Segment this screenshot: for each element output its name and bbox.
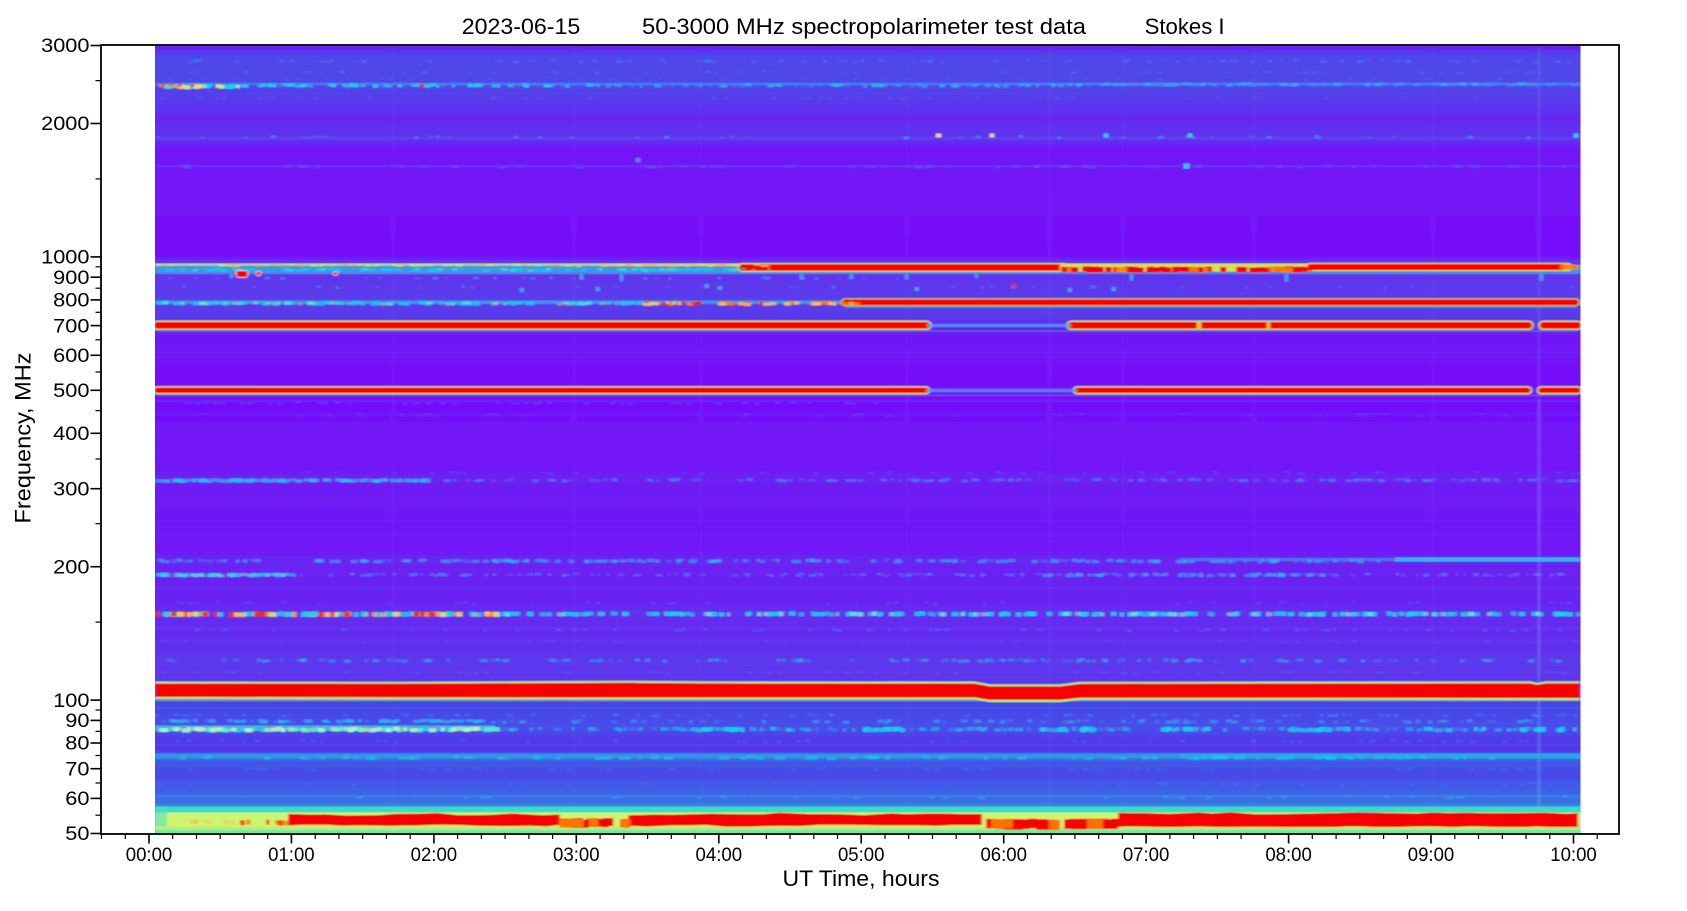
svg-text:08:00: 08:00 <box>1265 845 1312 866</box>
svg-text:800: 800 <box>53 291 89 312</box>
svg-text:900: 900 <box>53 268 89 289</box>
svg-text:1000: 1000 <box>41 248 89 269</box>
svg-text:05:00: 05:00 <box>838 845 885 866</box>
svg-text:400: 400 <box>53 424 89 445</box>
svg-text:70: 70 <box>65 759 89 780</box>
svg-text:500: 500 <box>53 381 89 402</box>
svg-text:600: 600 <box>53 346 89 367</box>
svg-text:3000: 3000 <box>41 36 89 57</box>
svg-text:300: 300 <box>53 479 89 500</box>
svg-text:90: 90 <box>65 711 89 732</box>
svg-text:700: 700 <box>53 316 89 337</box>
svg-text:50: 50 <box>65 824 89 845</box>
svg-text:UT Time, hours: UT Time, hours <box>783 866 940 891</box>
svg-text:10:00: 10:00 <box>1550 845 1597 866</box>
svg-text:07:00: 07:00 <box>1123 845 1170 866</box>
svg-text:200: 200 <box>53 557 89 578</box>
svg-text:Frequency, MHz: Frequency, MHz <box>11 353 36 524</box>
svg-text:06:00: 06:00 <box>980 845 1027 866</box>
svg-text:02:00: 02:00 <box>411 845 458 866</box>
svg-text:2023-06-15: 2023-06-15 <box>462 14 581 39</box>
svg-text:80: 80 <box>65 734 89 755</box>
svg-text:00:00: 00:00 <box>126 845 173 866</box>
svg-text:Stokes I: Stokes I <box>1145 14 1225 39</box>
svg-text:100: 100 <box>53 691 89 712</box>
svg-text:01:00: 01:00 <box>268 845 315 866</box>
svg-text:03:00: 03:00 <box>553 845 600 866</box>
svg-text:60: 60 <box>65 789 89 810</box>
svg-text:50-3000 MHz spectropolarimeter: 50-3000 MHz spectropolarimeter test data <box>642 14 1087 39</box>
svg-text:09:00: 09:00 <box>1408 845 1455 866</box>
svg-text:04:00: 04:00 <box>696 845 743 866</box>
svg-text:2000: 2000 <box>41 114 89 135</box>
